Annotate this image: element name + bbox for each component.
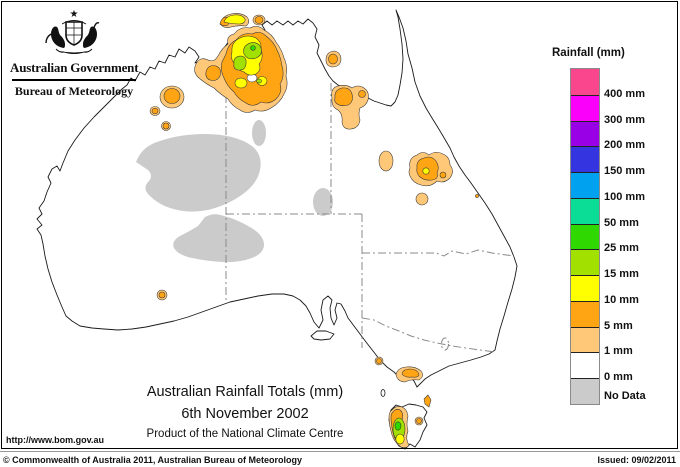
rain-10mm-melville [223, 14, 246, 25]
legend-cell-mm0 [571, 352, 599, 379]
legend-cell-mm5 [571, 300, 599, 327]
title-block: Australian Rainfall Totals (mm) 6th Nove… [80, 384, 410, 440]
legend-label-mm5: 5 mm [604, 319, 633, 332]
rain-5mm-gulf2 [358, 90, 366, 98]
border-nsw-vic [361, 317, 496, 353]
rain-5mm-dot-nw [162, 122, 170, 130]
rain-5mm-vic-dot [376, 358, 382, 364]
map-date: 6th November 2002 [181, 406, 309, 422]
no-data-nt-small [252, 120, 266, 146]
legend-cell-mm400plus [571, 69, 599, 95]
legend-label-mm25: 25 mm [604, 242, 639, 255]
rain-25mm-topend [250, 45, 256, 51]
legend-label-mm10: 10 mm [604, 293, 639, 306]
copyright-notice: © Commonwealth of Australia 2011, Austra… [3, 455, 303, 465]
bom-url: http://www.bom.gov.au [6, 435, 104, 445]
rain-5mm-qld-speck [475, 194, 479, 198]
legend-cell-mm15 [571, 249, 599, 276]
legend-cell-mm10 [571, 275, 599, 301]
king-island [380, 389, 386, 397]
kangaroo-island [310, 330, 335, 341]
rain-5mm-flinders [423, 394, 432, 408]
legend-cell-mm300 [571, 94, 599, 121]
legend-label-mm15: 15 mm [604, 268, 639, 281]
rain-15mm-topend2 [233, 55, 247, 71]
map-frame [0, 1, 680, 452]
rain-5mm-tas-dot [416, 418, 422, 424]
legend-cell-nodata [571, 378, 599, 404]
legend-label-mm50: 50 mm [604, 216, 639, 229]
rain-5mm-kimberley2 [151, 108, 159, 114]
rain-5mm-sa-dot [158, 291, 166, 299]
legend-label-nodata: No Data [604, 390, 646, 403]
rain-5mm-qld-dot [439, 171, 447, 179]
legend-label-mm100: 100 mm [604, 190, 645, 203]
rain-10mm-qld [422, 167, 430, 175]
coat-of-arms-icon: ★ [45, 9, 100, 54]
legend-label-mm1: 1 mm [604, 345, 633, 358]
no-data-wa-north [136, 134, 261, 212]
legend-label-mm300: 300 mm [604, 113, 645, 126]
rain-5mm-island [254, 16, 264, 24]
government-title: Australian Government [10, 60, 139, 75]
legend-label-mm400plus: 400 mm [604, 87, 645, 100]
no-data-areas [136, 120, 333, 263]
rainfall-areas [149, 13, 479, 448]
legend-label-mm200: 200 mm [604, 139, 645, 152]
bom-logo: ★ Australian Government Bureau of Meteor… [10, 8, 139, 99]
legend-bar [570, 68, 600, 405]
legend-title: Rainfall (mm) [552, 47, 625, 59]
legend-cell-mm50 [571, 197, 599, 224]
issued-date: Issued: 09/02/2011 [597, 455, 676, 465]
legend-label-mm0: 0 mm [604, 371, 633, 384]
no-data-border-oval [313, 188, 333, 216]
border-act [441, 337, 449, 351]
rain-25mm-tasmania [394, 421, 402, 431]
state-borders [225, 63, 515, 353]
legend-cell-mm100 [571, 172, 599, 198]
rain-1mm-qld-dot [415, 192, 429, 206]
map-product-credit: Product of the National Climate Centre [146, 428, 344, 440]
legend-label-mm150: 150 mm [604, 165, 645, 178]
no-data-wa-south [173, 214, 265, 263]
border-qld-nsw [362, 249, 515, 257]
rain-10mm-topend3 [234, 77, 248, 89]
legend-labels: 400 mm 300 mm 200 mm 150 mm 100 mm 50 mm 25 mm… [604, 68, 678, 408]
rain-5mm-gulf [334, 87, 353, 106]
rain-15mm-topend1 [243, 42, 262, 60]
legend-cell-mm25 [571, 223, 599, 250]
rain-10mm-tasmania [395, 433, 405, 445]
rain-5mm-groote [328, 53, 338, 65]
rain-5mm-kimberley [163, 88, 181, 104]
legend-cell-mm200 [571, 120, 599, 147]
logo-divider [12, 79, 136, 81]
rain-5mm-vic [401, 368, 420, 378]
legend-cell-mm150 [571, 146, 599, 173]
rain-15mm-topend3 [256, 78, 262, 84]
rain-1mm-qld-oval [378, 150, 394, 172]
rain-5mm-topend-sw [205, 65, 221, 81]
legend-cell-mm1 [571, 326, 599, 353]
mainland-coastline [36, 9, 518, 388]
svg-text:★: ★ [70, 9, 79, 20]
map-title: Australian Rainfall Totals (mm) [146, 384, 344, 400]
bureau-title: Bureau of Meteorology [14, 84, 134, 98]
